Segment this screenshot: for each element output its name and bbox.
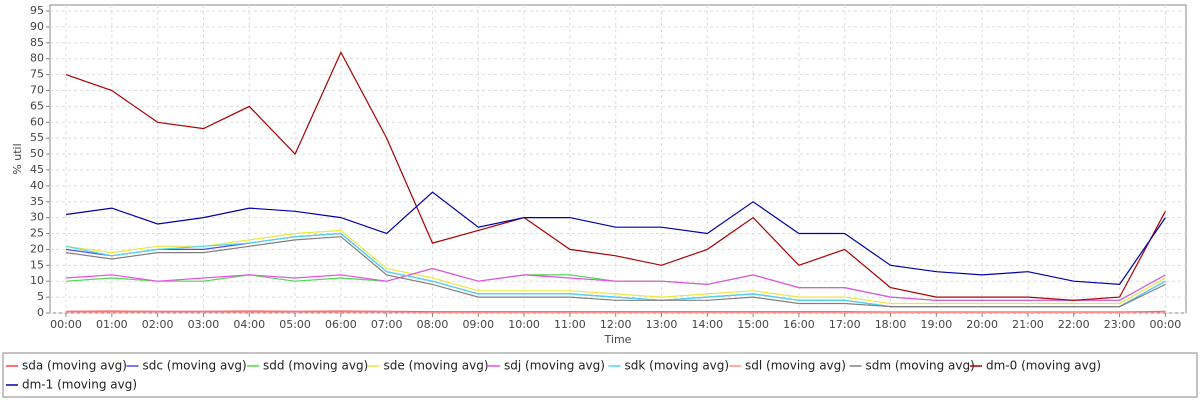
legend-entries: sda (moving avg) sdc (moving avg) sdd (mov… bbox=[6, 359, 1101, 392]
legend-label: sdd (moving avg) bbox=[263, 359, 368, 373]
x-tick-label: 20:00 bbox=[966, 318, 998, 331]
y-tick-label: 75 bbox=[30, 68, 44, 81]
y-tick-label: 0 bbox=[37, 306, 44, 319]
y-tick-label: 50 bbox=[30, 147, 44, 160]
x-tick-label: 19:00 bbox=[921, 318, 953, 331]
y-tick-label: 15 bbox=[30, 258, 44, 271]
legend-label: sdk (moving avg) bbox=[625, 359, 730, 373]
y-tick-label: 45 bbox=[30, 163, 44, 176]
x-tick-label: 03:00 bbox=[188, 318, 220, 331]
series-line bbox=[65, 236, 1166, 308]
x-tick-label: 12:00 bbox=[600, 318, 632, 331]
x-tick-label: 02:00 bbox=[142, 318, 174, 331]
legend-label: sdj (moving avg) bbox=[504, 359, 605, 373]
y-tick-label: 90 bbox=[30, 20, 44, 33]
x-tick-label: 17:00 bbox=[829, 318, 861, 331]
x-tick-label: 23:00 bbox=[1104, 318, 1136, 331]
y-axis-label: % util bbox=[11, 143, 24, 174]
grid: 0 5 10 15 20 25 30 35 40 45 50 55 60 65 70 75 80 85 90 95 00… bbox=[30, 4, 1186, 331]
legend-label: sdl (moving avg) bbox=[745, 359, 846, 373]
x-tick-label: 21:00 bbox=[1012, 318, 1044, 331]
x-tick-label: 16:00 bbox=[783, 318, 815, 331]
series-line bbox=[65, 267, 1166, 301]
lines bbox=[65, 51, 1166, 313]
legend-label: sda (moving avg) bbox=[22, 359, 127, 373]
x-tick-label: 00:00 bbox=[50, 318, 82, 331]
x-tick-label: 00:00 bbox=[1150, 318, 1182, 331]
y-tick-label: 5 bbox=[37, 290, 44, 303]
x-tick-label: 05:00 bbox=[279, 318, 311, 331]
y-tick-label: 85 bbox=[30, 36, 44, 49]
x-tick-label: 04:00 bbox=[233, 318, 265, 331]
y-tick-label: 70 bbox=[30, 84, 44, 97]
x-tick-label: 15:00 bbox=[737, 318, 769, 331]
x-tick-label: 08:00 bbox=[417, 318, 449, 331]
y-tick-label: 10 bbox=[30, 274, 44, 287]
y-tick-label: 25 bbox=[30, 227, 44, 240]
legend-label: sdc (moving avg) bbox=[143, 359, 247, 373]
y-tick-label: 95 bbox=[30, 4, 44, 17]
x-tick-label: 07:00 bbox=[371, 318, 403, 331]
y-tick-label: 35 bbox=[30, 195, 44, 208]
x-tick-label: 10:00 bbox=[508, 318, 540, 331]
x-tick-label: 13:00 bbox=[646, 318, 678, 331]
y-tick-label: 20 bbox=[30, 242, 44, 255]
y-tick-label: 80 bbox=[30, 52, 44, 65]
series-line bbox=[65, 51, 1166, 301]
x-tick-label: 06:00 bbox=[325, 318, 357, 331]
y-tick-label: 60 bbox=[30, 115, 44, 128]
x-axis-label: Time bbox=[604, 333, 632, 346]
plot-area bbox=[49, 4, 1187, 314]
y-tick-label: 30 bbox=[30, 211, 44, 224]
y-tick-label: 55 bbox=[30, 131, 44, 144]
legend bbox=[2, 352, 1198, 398]
y-tick-label: 40 bbox=[30, 179, 44, 192]
y-tick-label: 65 bbox=[30, 99, 44, 112]
legend-label: sde (moving avg) bbox=[384, 359, 489, 373]
x-tick-label: 01:00 bbox=[96, 318, 128, 331]
legend-label: sdm (moving avg) bbox=[866, 359, 975, 373]
x-tick-label: 22:00 bbox=[1058, 318, 1090, 331]
series-line bbox=[65, 229, 1166, 305]
x-tick-label: 14:00 bbox=[691, 318, 723, 331]
series-line bbox=[65, 191, 1166, 286]
legend-label: dm-0 (moving avg) bbox=[986, 359, 1101, 373]
x-tick-label: 11:00 bbox=[554, 318, 586, 331]
legend-label: dm-1 (moving avg) bbox=[22, 378, 137, 392]
x-tick-label: 09:00 bbox=[462, 318, 494, 331]
x-tick-label: 18:00 bbox=[875, 318, 907, 331]
